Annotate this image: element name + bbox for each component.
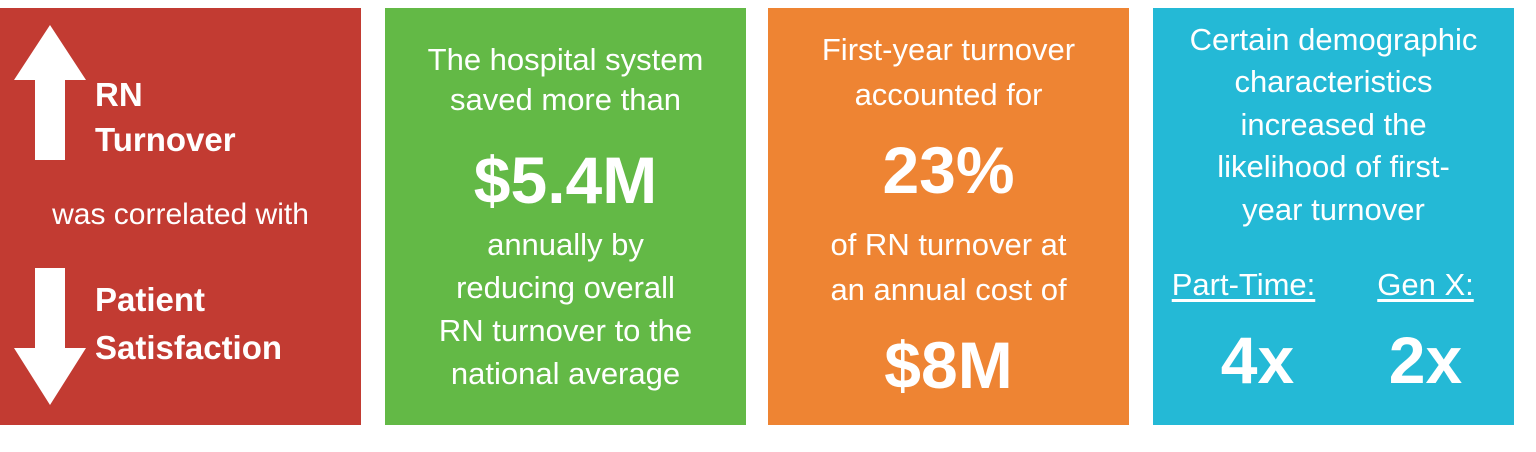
body-line: RN turnover to the <box>438 313 693 348</box>
arrows <box>14 25 86 405</box>
middle-text: was correlated with <box>52 198 309 231</box>
highlight: $5.4M <box>473 143 658 217</box>
highlight: $8M <box>884 328 1013 402</box>
up-label: Turnover <box>95 121 236 158</box>
card-savings: The hospital system saved more than $5.4… <box>385 8 746 425</box>
body-line: of RN turnover at <box>830 227 1067 262</box>
card-first-year: First-year turnover accounted for 23% of… <box>768 8 1129 425</box>
intro-line: Certain demographic <box>1189 22 1478 57</box>
up-arrow <box>14 25 86 160</box>
down-arrow <box>14 268 86 405</box>
intro-line: accounted for <box>854 77 1043 112</box>
down-label: Satisfaction <box>95 329 283 366</box>
intro-line: increased the <box>1240 107 1427 142</box>
highlight: 23% <box>882 133 1015 207</box>
body-line: national average <box>450 356 681 391</box>
body-line: reducing overall <box>456 270 675 305</box>
stat-value: 2x <box>1388 323 1463 397</box>
up-label: RN <box>95 76 143 113</box>
intro-line: year turnover <box>1242 192 1425 227</box>
body-line: an annual cost of <box>830 272 1067 307</box>
intro-line: saved more than <box>450 82 681 117</box>
body-line: annually by <box>487 227 644 262</box>
card-correlation: RN Turnover was correlated with Patient … <box>0 8 361 425</box>
stat-value: 4x <box>1220 323 1295 397</box>
intro-line: likelihood of first- <box>1217 149 1450 184</box>
down-label: Patient <box>95 281 206 318</box>
stat-label: Part-Time: <box>1171 267 1316 302</box>
card-demographics: Certain demographic characteristics incr… <box>1153 8 1514 425</box>
intro-line: The hospital system <box>427 42 704 77</box>
stat-label: Gen X: <box>1377 267 1474 302</box>
intro-line: First-year turnover <box>821 32 1076 67</box>
intro-line: characteristics <box>1234 64 1433 99</box>
